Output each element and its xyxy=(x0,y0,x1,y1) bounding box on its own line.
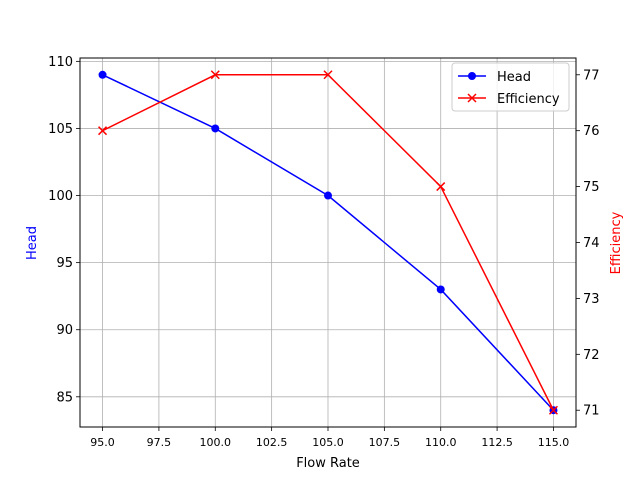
data-point-circle-icon xyxy=(211,124,220,133)
left-y-tick-label: 110 xyxy=(48,55,73,70)
plot-series xyxy=(98,70,558,415)
x-tick-label: 105.0 xyxy=(312,436,344,449)
right-y-tick-label: 77 xyxy=(583,68,600,83)
legend-efficiency-label: Efficiency xyxy=(497,92,560,107)
grid-lines xyxy=(80,58,576,427)
data-point-x-icon xyxy=(548,405,558,415)
right-y-axis-ticks: 71 72 73 74 75 76 77 xyxy=(576,68,600,419)
x-tick-label: 95.0 xyxy=(90,436,115,449)
data-point-x-icon xyxy=(436,182,446,192)
x-tick-label: 97.5 xyxy=(147,436,172,449)
left-y-tick-label: 100 xyxy=(48,189,73,204)
legend: Head Efficiency xyxy=(451,62,570,112)
right-y-axis-label: Efficiency xyxy=(609,211,624,274)
x-tick-label: 107.5 xyxy=(369,436,401,449)
data-point-circle-icon xyxy=(324,191,332,200)
legend-efficiency-marker-icon xyxy=(467,93,477,103)
data-point-x-icon xyxy=(323,70,333,80)
data-point-x-icon xyxy=(98,126,108,136)
right-y-tick-label: 74 xyxy=(583,236,600,251)
left-y-tick-label: 90 xyxy=(56,323,73,338)
x-axis-label: Flow Rate xyxy=(296,456,360,471)
data-point-circle-icon xyxy=(436,285,445,294)
x-tick-label: 115.0 xyxy=(538,436,570,449)
left-y-axis-ticks: 85 90 95 100 105 110 xyxy=(48,55,80,405)
x-tick-label: 100.0 xyxy=(200,436,232,449)
legend-head-label: Head xyxy=(497,70,531,85)
x-tick-label: 110.0 xyxy=(425,436,457,449)
right-y-tick-label: 76 xyxy=(583,124,600,139)
right-y-tick-label: 72 xyxy=(583,348,600,363)
left-y-tick-label: 85 xyxy=(56,390,73,405)
legend-head-marker-icon xyxy=(468,72,476,80)
right-y-tick-label: 71 xyxy=(583,404,600,419)
left-y-tick-label: 105 xyxy=(48,122,73,137)
left-y-axis-label: Head xyxy=(25,226,40,260)
right-y-tick-label: 75 xyxy=(583,180,600,195)
data-point-x-icon xyxy=(210,70,220,80)
legend-box xyxy=(451,62,570,112)
x-axis-ticks: 95.0 97.5 100.0 102.5 105.0 107.5 110.0 112.5 11… xyxy=(90,427,569,449)
data-point-circle-icon xyxy=(98,70,107,79)
x-tick-label: 102.5 xyxy=(256,436,288,449)
left-y-tick-label: 95 xyxy=(56,256,73,271)
x-tick-label: 112.5 xyxy=(481,436,513,449)
right-y-tick-label: 73 xyxy=(583,292,600,307)
